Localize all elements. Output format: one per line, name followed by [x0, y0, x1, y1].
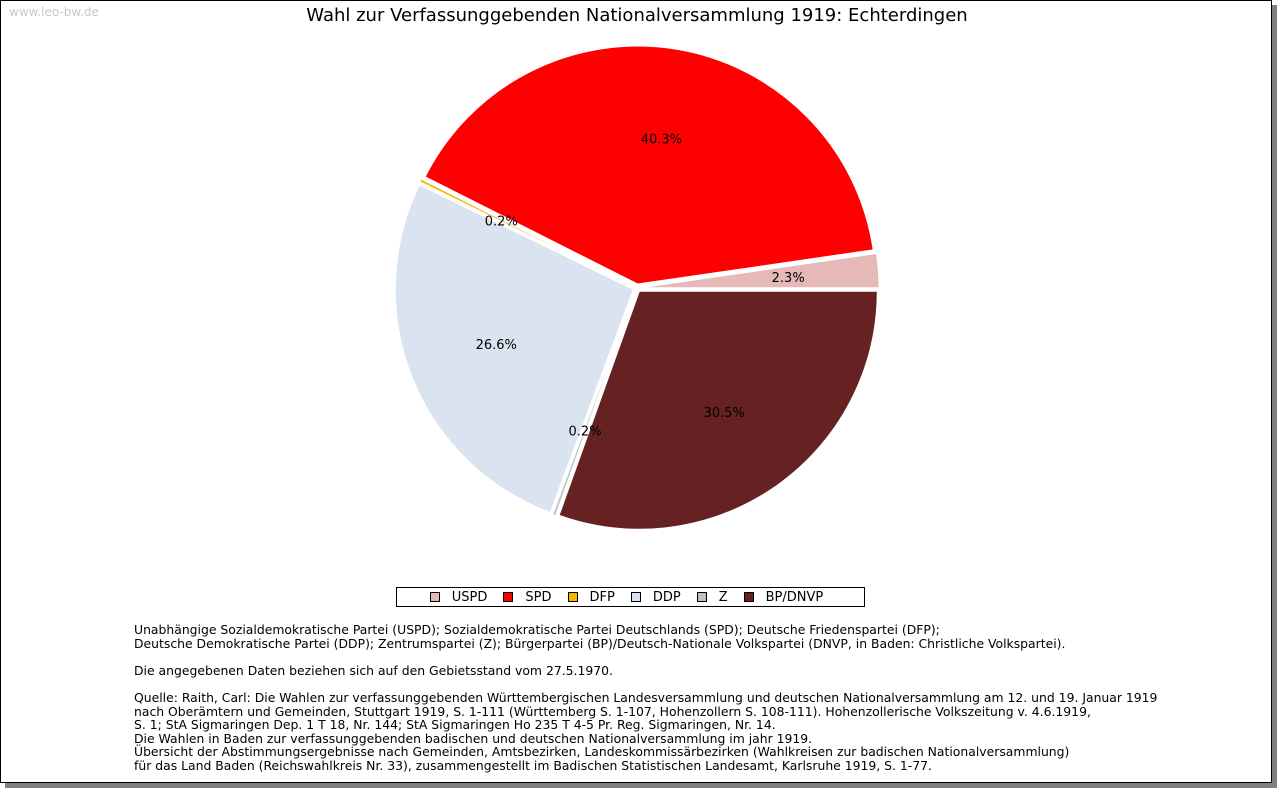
- legend-label-z: Z: [718, 589, 728, 605]
- legend-label-bp-dnvp: BP/DNVP: [765, 589, 824, 605]
- legend-label-dfp: DFP: [589, 589, 615, 605]
- legend-item-uspd: USPD: [429, 589, 488, 605]
- legend-label-spd: SPD: [525, 589, 552, 605]
- data-label-bp-dnvp: 30.5%: [704, 406, 745, 421]
- data-label-spd: 40.3%: [641, 132, 682, 147]
- party-abbreviations-note: Unabhängige Sozialdemokratische Partei (…: [134, 622, 1066, 651]
- legend-swatch-uspd: [429, 592, 440, 602]
- watermark: www.leo-bw.de: [9, 5, 99, 19]
- legend-item-ddp: DDP: [630, 589, 681, 605]
- legend-item-bp-dnvp: BP/DNVP: [743, 589, 824, 605]
- chart-title: Wahl zur Verfassunggebenden Nationalvers…: [306, 5, 968, 26]
- pie-slice-ddp: [394, 184, 634, 514]
- footnotes: Unabhängige Sozialdemokratische Partei (…: [134, 623, 1254, 773]
- pie-slice-bp-dnvp: [558, 290, 878, 530]
- pie-slice-z: [551, 291, 637, 517]
- data-label-z: 0.2%: [569, 424, 602, 439]
- data-label-uspd: 2.3%: [772, 271, 805, 286]
- legend-item-z: Z: [696, 589, 728, 605]
- source-note: Quelle: Raith, Carl: Die Wahlen zur verf…: [134, 689, 1158, 773]
- pie-slice-spd: [424, 45, 874, 285]
- legend-item-dfp: DFP: [567, 589, 615, 605]
- legend-swatch-dfp: [567, 592, 578, 602]
- legend-swatch-spd: [503, 592, 514, 602]
- legend-label-uspd: USPD: [451, 589, 488, 605]
- pie-slice-dfp: [418, 178, 634, 287]
- legend-swatch-z: [696, 592, 707, 602]
- data-label-dfp: 0.2%: [485, 215, 518, 230]
- territory-note: Die angegebenen Daten beziehen sich auf …: [134, 662, 613, 678]
- legend-label-ddp: DDP: [652, 589, 681, 605]
- data-label-ddp: 26.6%: [476, 338, 517, 353]
- legend: USPD SPD DFP DDP Z BP/DNVP: [396, 587, 865, 607]
- legend-swatch-bp-dnvp: [743, 592, 754, 602]
- legend-item-spd: SPD: [503, 589, 552, 605]
- pie-slice-uspd: [640, 252, 880, 289]
- legend-swatch-ddp: [630, 592, 641, 602]
